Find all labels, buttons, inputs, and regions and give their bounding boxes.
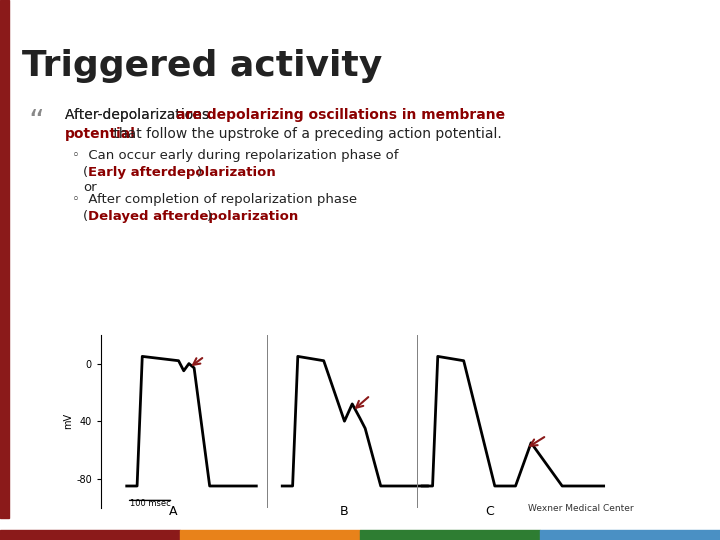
Text: After-depolarizations: After-depolarizations bbox=[65, 108, 213, 122]
Text: Delayed afterdepolarization: Delayed afterdepolarization bbox=[88, 210, 298, 223]
Text: are depolarizing oscillations in membrane: are depolarizing oscillations in membran… bbox=[176, 108, 505, 122]
Text: ): ) bbox=[197, 166, 202, 179]
Y-axis label: mV: mV bbox=[63, 413, 73, 429]
Text: B: B bbox=[340, 505, 348, 518]
Text: that follow the upstroke of a preceding action potential.: that follow the upstroke of a preceding … bbox=[109, 127, 502, 141]
Text: A: A bbox=[169, 505, 178, 518]
Text: ): ) bbox=[207, 210, 212, 223]
Text: C: C bbox=[485, 505, 494, 518]
Text: “: “ bbox=[29, 108, 45, 137]
Text: Early afterdepolarization: Early afterdepolarization bbox=[88, 166, 276, 179]
Text: or: or bbox=[83, 181, 96, 194]
Text: (: ( bbox=[83, 210, 88, 223]
Text: After-depolarizations: After-depolarizations bbox=[65, 108, 213, 122]
Text: ◦  After completion of repolarization phase: ◦ After completion of repolarization pha… bbox=[72, 193, 357, 206]
Text: ◦  Can occur early during repolarization phase of: ◦ Can occur early during repolarization … bbox=[72, 148, 398, 161]
Text: (: ( bbox=[83, 166, 88, 179]
Text: potential: potential bbox=[65, 127, 135, 141]
Text: Triggered activity: Triggered activity bbox=[22, 49, 382, 83]
Text: 100 msec: 100 msec bbox=[130, 499, 171, 508]
Text: Wexner Medical Center: Wexner Medical Center bbox=[528, 504, 634, 513]
